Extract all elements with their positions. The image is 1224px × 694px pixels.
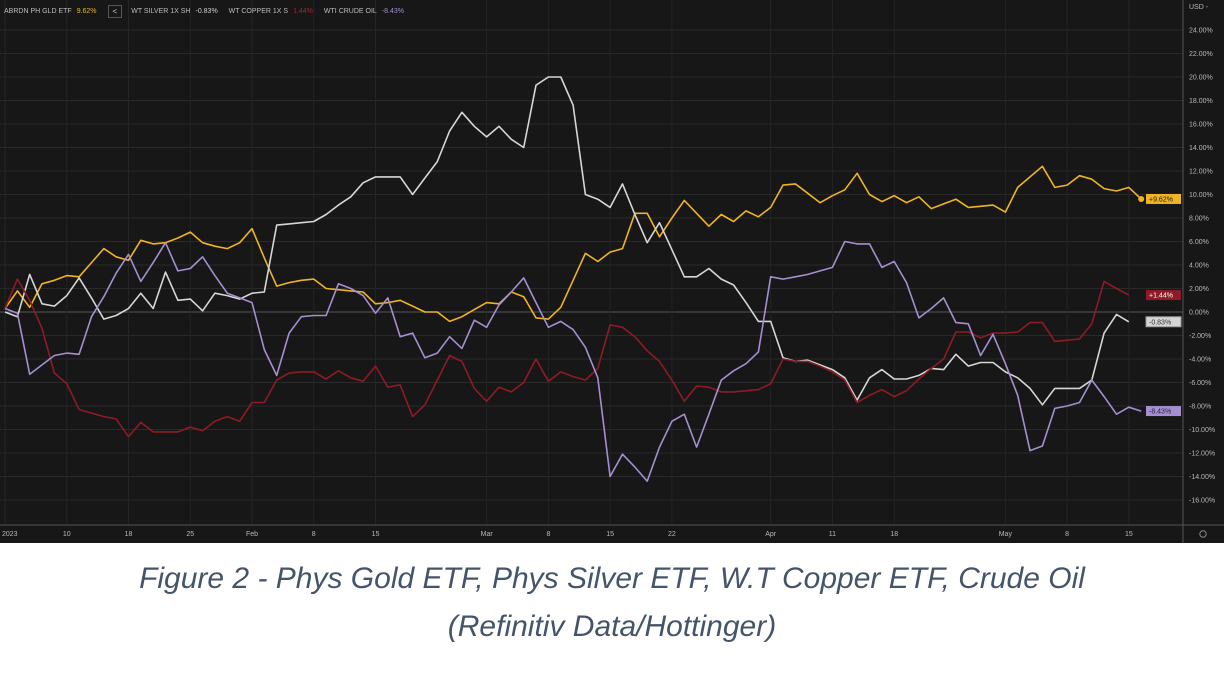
series-line-0 [4, 165, 1142, 323]
y-tick-label: 20.00% [1189, 75, 1213, 82]
line-chart: 24.00% 22.00% 20.00% 18.00% 16.00% 14.00% 12.0… [0, 0, 1224, 543]
series-line-2 [4, 278, 1130, 438]
y-tick-label: -12.00% [1189, 451, 1215, 458]
series-layer [4, 76, 1145, 482]
last-value-badge-text: -8.43% [1149, 409, 1171, 416]
x-tick-label: Feb [246, 531, 258, 538]
chart-panel: 24.00% 22.00% 20.00% 18.00% 16.00% 14.00% 12.0… [0, 0, 1224, 543]
x-tick-label: 11 [829, 531, 836, 538]
last-value-badge [1145, 316, 1182, 328]
figure-caption-line2: (Refinitiv Data/Hottinger) [447, 610, 777, 643]
legend-name-copper: WT COPPER 1X S [228, 7, 289, 15]
legend-value-crude: -8.43% [381, 7, 404, 15]
x-tick-label: 15 [606, 531, 614, 538]
legend-value-gold: 9.62% [76, 7, 97, 15]
figure-caption-line1: Figure 2 - Phys Gold ETF, Phys Silver ET… [139, 562, 1085, 595]
x-tick-label: 8 [546, 531, 550, 538]
x-tick-label: 22 [668, 531, 676, 538]
x-tick-label: 15 [372, 531, 380, 538]
legend-collapse-button[interactable]: < [107, 4, 123, 18]
y-tick-label: -16.00% [1189, 498, 1215, 505]
last-value-badge [1146, 290, 1181, 301]
series-line-1 [4, 76, 1130, 406]
y-tick-label: -10.00% [1189, 427, 1215, 434]
grid [0, 0, 1183, 525]
series-end-marker [1138, 195, 1145, 202]
last-value-badge-text: +9.62% [1149, 196, 1173, 203]
x-tick-label: Mar [481, 531, 494, 538]
series-line-3 [4, 240, 1142, 482]
y-tick-label: 12.00% [1189, 169, 1213, 176]
axis-layer: 24.00% 22.00% 20.00% 18.00% 16.00% 14.00% 12.0… [0, 0, 1224, 543]
x-tick-label: 2023 [2, 531, 18, 538]
y-tick-label: 6.00% [1189, 239, 1209, 246]
last-value-badge [1146, 193, 1181, 204]
x-tick-label: 15 [1125, 531, 1133, 538]
y-tick-label: 10.00% [1189, 192, 1213, 199]
settings-icon[interactable] [1199, 530, 1207, 538]
x-tick-label: 25 [186, 531, 194, 538]
x-tick-label: Apr [765, 531, 777, 538]
y-tick-label: 16.00% [1189, 122, 1213, 129]
y-tick-label: -6.00% [1189, 380, 1211, 387]
x-tick-label: 8 [312, 531, 316, 538]
legend-name-gold: ABRDN PH GLD ETF [4, 7, 72, 15]
y-tick-label: 24.00% [1189, 28, 1213, 35]
x-tick-label: 18 [125, 531, 133, 538]
y-tick-label: 22.00% [1189, 51, 1213, 58]
y-tick-label: -8.00% [1189, 404, 1211, 411]
last-value-badge [1146, 406, 1181, 417]
currency-label: USD - [1189, 4, 1209, 11]
legend: ABRDN PH GLD ETF 9.62% < WT SILVER 1X SH… [4, 4, 410, 18]
y-tick-label: 8.00% [1189, 216, 1209, 223]
x-tick-label: 8 [1065, 531, 1069, 538]
y-tick-label: 4.00% [1189, 263, 1209, 270]
y-tick-label: 14.00% [1189, 145, 1213, 152]
last-value-badge-text: +1.44% [1149, 293, 1173, 300]
y-tick-label: 0.00% [1189, 310, 1209, 317]
x-tick-label: 10 [63, 531, 71, 538]
legend-name-silver: WT SILVER 1X SH [131, 7, 191, 15]
y-tick-label: -2.00% [1189, 333, 1211, 340]
legend-value-silver: -0.83% [195, 7, 218, 15]
y-tick-label: 18.00% [1189, 98, 1213, 105]
y-tick-label: -14.00% [1189, 474, 1215, 481]
legend-value-copper: 1.44% [293, 7, 313, 15]
x-tick-label: 18 [890, 531, 898, 538]
x-tick-label: May [999, 531, 1013, 538]
y-tick-label: -4.00% [1189, 357, 1211, 364]
y-tick-label: 2.00% [1189, 286, 1209, 293]
legend-name-crude: WTI CRUDE OIL [323, 7, 377, 15]
last-value-badge-text: -0.83% [1149, 319, 1171, 326]
